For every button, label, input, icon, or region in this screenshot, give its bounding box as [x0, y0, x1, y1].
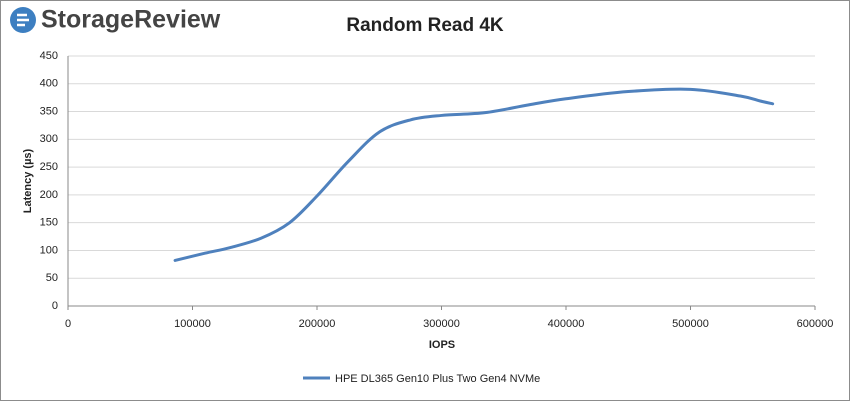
x-tick-label: 600000 — [797, 318, 834, 330]
y-axis-label: Latency (µs) — [22, 148, 34, 213]
logo: StorageReview — [10, 6, 221, 34]
x-tick-label: 300000 — [423, 318, 460, 330]
series-line — [173, 87, 775, 262]
y-tick-label: 100 — [40, 244, 58, 256]
legend-label: HPE DL365 Gen10 Plus Two Gen4 NVMe — [335, 373, 540, 385]
y-tick-label: 0 — [52, 300, 58, 312]
brand: StorageReview — [41, 6, 221, 34]
x-tick-label: 0 — [65, 318, 71, 330]
y-tick-label: 300 — [40, 133, 58, 145]
y-tick-label: 350 — [40, 105, 58, 117]
x-tick-label: 200000 — [299, 318, 336, 330]
y-tick-label: 250 — [40, 161, 58, 173]
y-tick-label: 400 — [40, 78, 58, 90]
y-tick-label: 200 — [40, 189, 58, 201]
chart-title: Random Read 4K — [346, 15, 504, 36]
y-tick-label: 50 — [46, 272, 58, 284]
logo-glyph — [17, 13, 29, 27]
y-tick-label: 450 — [40, 50, 58, 62]
x-tick-label: 500000 — [672, 318, 709, 330]
y-tick-label: 150 — [40, 217, 58, 229]
x-tick-label: 400000 — [548, 318, 585, 330]
x-tick-label: 100000 — [174, 318, 211, 330]
x-axis-label: IOPS — [429, 339, 455, 351]
